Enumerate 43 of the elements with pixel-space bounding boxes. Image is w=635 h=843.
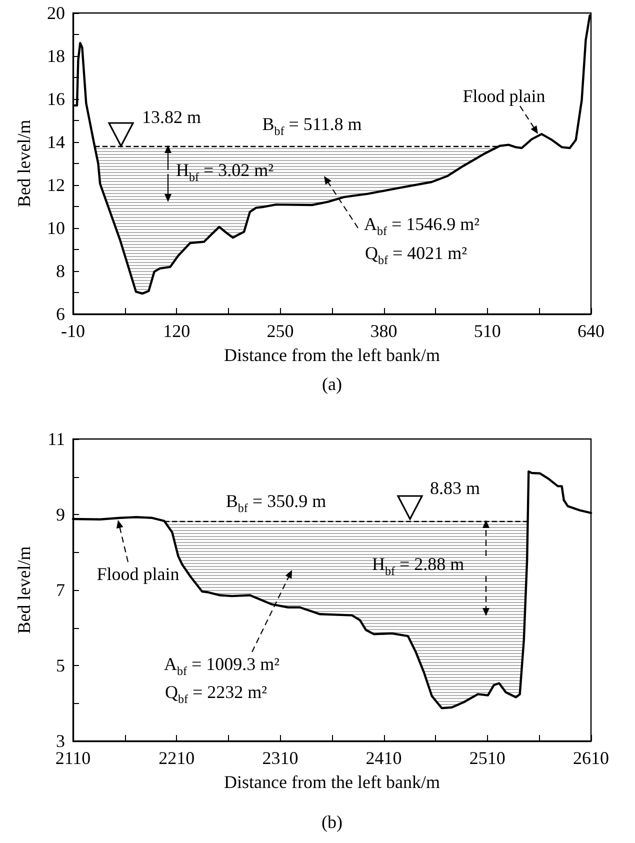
y-tick-label: 16 [47,89,65,109]
y-tick-label: 7 [56,580,65,600]
annotation: A$_{bf}$ = 1546.9 m² [364,214,480,238]
annotation: Q$_{bf}$ = 2232 m² [165,682,268,706]
annotation: Q$_{bf}$ = 4021 m² [365,243,468,267]
y-tick-label: 6 [56,304,65,324]
x-tick-label: 120 [163,321,190,341]
annotation: H$_{bf}$ = 2.88 m [372,554,464,578]
annotation: H$_{bf}$ = 3.02 m² [176,160,274,184]
x-tick-label: 250 [266,321,294,341]
annotation: 8.83 m [430,478,480,498]
text: (a) [322,374,342,394]
annotation: 13.82 m [142,107,202,127]
annotation: B$_{bf}$ = 511.8 m [262,114,362,138]
x-tick-label: 2510 [469,748,506,768]
annotation: B$_{bf}$ = 350.9 m [226,491,326,515]
x-tick-label: -10 [61,321,85,341]
y-tick-label: 10 [47,218,65,238]
y-axis-title: Bed level/m [14,120,34,208]
y-tick-label: 18 [47,46,65,66]
x-tick-label: 510 [474,321,501,341]
y-tick-label: 11 [48,429,65,449]
x-axis-title: Distance from the left bank/m [224,772,440,792]
x-tick-label: 2210 [158,748,195,768]
y-tick-label: 20 [47,3,65,23]
x-tick-label: 2310 [262,748,298,768]
y-axis-title: Bed level/m [14,546,34,634]
x-tick-label: 2110 [55,748,91,768]
x-tick-label: 380 [370,321,398,341]
text: (b) [322,812,342,832]
y-tick-label: 8 [56,261,65,281]
y-tick-label: 3 [56,731,65,751]
y-tick-label: 12 [47,175,65,195]
annotation: A$_{bf}$ = 1009.3 m² [164,654,280,678]
y-tick-label: 5 [56,656,65,676]
x-tick-label: 640 [578,321,604,341]
x-axis-title: Distance from the left bank/m [224,345,440,365]
annotation: Flood plain [96,564,180,584]
x-tick-label: 2410 [366,748,402,768]
y-tick-label: 14 [47,132,65,152]
annotation: Flood plain [462,86,546,106]
x-tick-label: 2610 [573,748,609,768]
y-tick-label: 9 [56,504,65,524]
